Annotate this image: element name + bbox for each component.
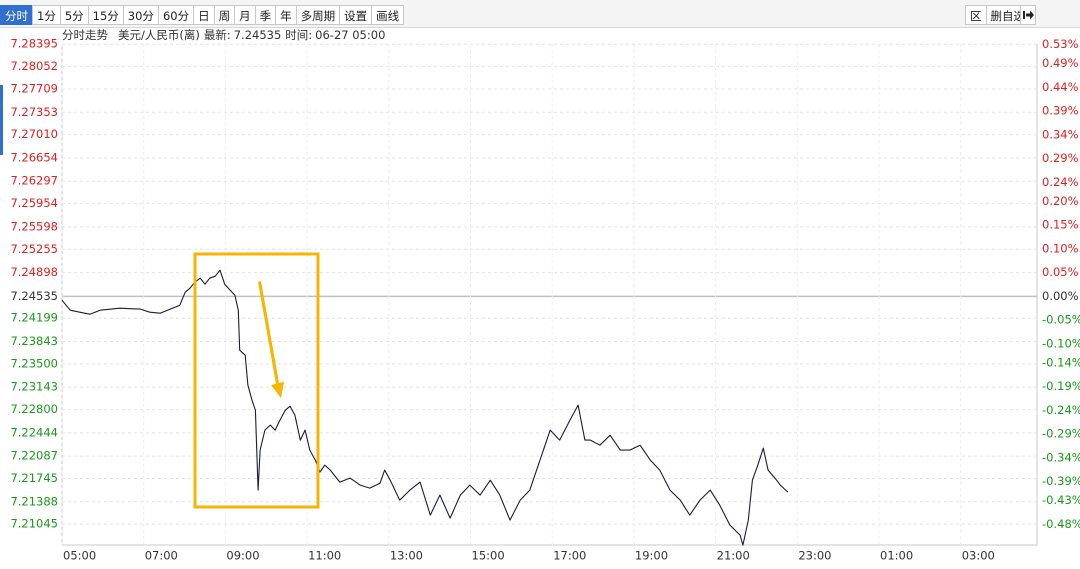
y2-tick-label: 0.34% xyxy=(1042,127,1079,141)
y-tick-label: 7.21745 xyxy=(10,471,58,485)
x-tick-label: 05:00 xyxy=(63,549,96,563)
toolbar-button[interactable]: 1分 xyxy=(32,5,61,25)
y2-tick-label: -0.43% xyxy=(1042,493,1080,507)
y-tick-label: 7.28395 xyxy=(10,37,58,51)
toolbar-button[interactable]: 画线 xyxy=(371,5,405,25)
header-time: 06-27 05:00 xyxy=(315,28,385,42)
header-time-label: 时间: xyxy=(285,28,312,42)
y-tick-label: 7.25255 xyxy=(10,242,58,256)
header-latest: 7.24535 xyxy=(234,28,282,42)
y-tick-label: 7.22444 xyxy=(10,425,58,439)
y-tick-label: 7.24199 xyxy=(10,311,58,325)
x-tick-label: 01:00 xyxy=(880,549,913,563)
x-tick-label: 13:00 xyxy=(390,549,423,563)
toolbar-button[interactable]: 季 xyxy=(254,5,277,25)
toolbar-button[interactable]: 月 xyxy=(234,5,256,25)
toolbar-button[interactable]: 区 xyxy=(965,5,987,25)
y2-tick-label: -0.24% xyxy=(1042,403,1080,417)
y-tick-label: 7.24898 xyxy=(10,265,58,279)
x-tick-label: 15:00 xyxy=(472,549,505,563)
y2-tick-label: 0.29% xyxy=(1042,151,1079,165)
toolbar-button[interactable]: 15分 xyxy=(87,5,124,25)
y-tick-label: 7.28052 xyxy=(10,59,58,73)
plot-area: 7.28395 7.28052 7.27709 7.27353 7.27010 7.266… xyxy=(10,37,1080,563)
x-tick-label: 09:00 xyxy=(226,549,259,563)
header-latest-label: 最新: xyxy=(204,28,231,42)
y2-tick-label: 0.20% xyxy=(1042,194,1079,208)
toolbar: 分时 1分 5分 15分 30分 60分日周月季年多周期 设置 画线 区删自选 xyxy=(0,0,1080,28)
x-tick-label: 19:00 xyxy=(635,549,668,563)
y-tick-label: 7.25598 xyxy=(10,219,58,233)
toolbar-button[interactable]: 周 xyxy=(213,5,236,25)
y-tick-label: 7.27010 xyxy=(10,127,58,141)
toolbar-button[interactable]: 日 xyxy=(193,5,215,25)
header-title: 分时走势 xyxy=(62,28,108,42)
y2-tick-label: -0.14% xyxy=(1042,355,1080,369)
y-tick-label: 7.26654 xyxy=(10,150,58,164)
toolbar-button[interactable]: 30分 xyxy=(122,5,159,25)
side-indicator xyxy=(0,85,3,155)
y2-tick-label: 0.44% xyxy=(1042,80,1079,94)
y2-tick-label: -0.10% xyxy=(1042,336,1080,350)
header-name: 美元/人民币(离) xyxy=(118,28,200,42)
y2-tick-label: 0.00% xyxy=(1042,289,1079,303)
toolbar-button[interactable]: 设置 xyxy=(339,5,373,25)
toolbar-button[interactable]: 年 xyxy=(275,5,297,25)
highlight-box xyxy=(193,252,320,509)
toolbar-right: 区删自选 xyxy=(965,5,1030,25)
y2-tick-label: -0.34% xyxy=(1042,450,1080,464)
x-tick-label: 11:00 xyxy=(308,549,341,563)
y-tick-label: 7.27709 xyxy=(10,82,58,96)
y-tick-label: 7.21388 xyxy=(10,494,58,508)
x-tick-label: 07:00 xyxy=(145,549,178,563)
y-tick-label: 7.25954 xyxy=(10,196,58,210)
toolbar-button[interactable]: 60分 xyxy=(157,5,195,25)
x-tick-label: 23:00 xyxy=(798,549,831,563)
chart-header: 分时走势 美元/人民币(离) 最新: 7.24535 时间: 06-27 05:00 xyxy=(62,28,385,42)
y-tick-label: 7.24535 xyxy=(10,289,58,303)
y2-tick-label: -0.48% xyxy=(1042,517,1080,531)
y2-tick-label: -0.29% xyxy=(1042,427,1080,441)
y-tick-label: 7.22087 xyxy=(10,449,58,463)
x-tick-label: 17:00 xyxy=(553,549,586,563)
exit-icon[interactable] xyxy=(1020,5,1036,25)
y-tick-label: 7.27353 xyxy=(10,105,58,119)
y-tick-label: 7.23500 xyxy=(10,356,58,370)
y2-tick-label: 0.24% xyxy=(1042,175,1079,189)
y2-tick-label: -0.39% xyxy=(1042,474,1080,488)
y2-tick-label: 0.49% xyxy=(1042,56,1079,70)
y-tick-label: 7.23843 xyxy=(10,334,58,348)
y2-tick-label: 0.53% xyxy=(1042,37,1079,51)
y-tick-label: 7.26297 xyxy=(10,174,58,188)
toolbar-button[interactable]: 5分 xyxy=(59,5,89,25)
toolbar-button[interactable]: 删自选 xyxy=(985,5,1030,25)
y2-tick-label: 0.05% xyxy=(1042,265,1079,279)
y-tick-label: 7.21045 xyxy=(10,517,58,531)
highlight-arrow xyxy=(258,281,284,398)
y2-tick-label: 0.39% xyxy=(1042,104,1079,118)
price-line xyxy=(61,269,789,546)
toolbar-button[interactable]: 多周期 xyxy=(295,5,341,25)
y2-tick-label: -0.19% xyxy=(1042,379,1080,393)
y-tick-label: 7.22800 xyxy=(10,402,58,416)
toolbar-button[interactable]: 分时 xyxy=(0,5,33,25)
x-tick-label: 21:00 xyxy=(717,549,750,563)
toolbar-left: 分时 1分 5分 15分 30分 60分日周月季年多周期 设置 画线 xyxy=(0,5,405,25)
y2-tick-label: 0.10% xyxy=(1042,241,1079,255)
y-tick-label: 7.23143 xyxy=(10,380,58,394)
x-tick-label: 03:00 xyxy=(962,549,995,563)
y2-tick-label: 0.15% xyxy=(1042,218,1079,232)
y2-tick-label: -0.05% xyxy=(1042,313,1080,327)
